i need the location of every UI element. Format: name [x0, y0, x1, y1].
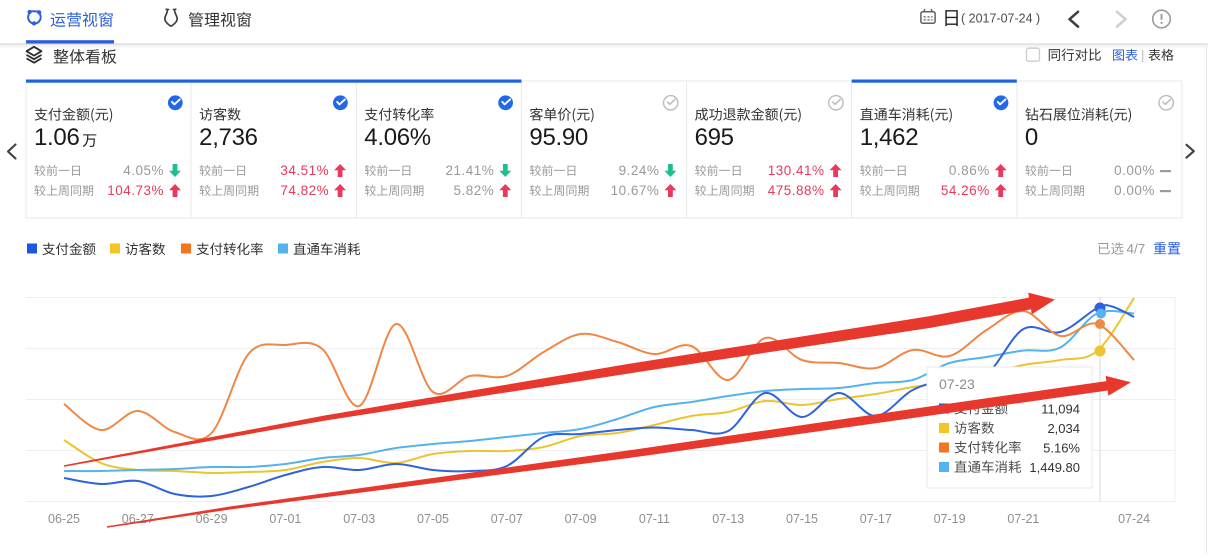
svg-text:07-24: 07-24 [1118, 512, 1150, 526]
svg-text:34.51%: 34.51% [280, 163, 329, 178]
svg-text:07-11: 07-11 [639, 512, 670, 526]
svg-text:06-29: 06-29 [196, 512, 228, 526]
svg-text:07-01: 07-01 [269, 512, 301, 526]
svg-text:74.82%: 74.82% [280, 183, 329, 198]
svg-text:104.73%: 104.73% [107, 183, 164, 198]
svg-text:2,034: 2,034 [1047, 421, 1080, 436]
svg-text:11,094: 11,094 [1041, 401, 1080, 416]
svg-text:|: | [1141, 48, 1144, 63]
svg-text:130.41%: 130.41% [768, 163, 825, 178]
svg-text:1.06: 1.06 [34, 124, 80, 151]
svg-text:07-07: 07-07 [491, 512, 523, 526]
svg-text:07-21: 07-21 [1007, 512, 1039, 526]
svg-text:54.26%: 54.26% [941, 183, 990, 198]
svg-text:07-03: 07-03 [343, 512, 375, 526]
svg-text:4.06%: 4.06% [364, 124, 431, 151]
svg-text:695: 695 [695, 124, 734, 151]
svg-text:07-15: 07-15 [786, 512, 818, 526]
svg-text:2,736: 2,736 [199, 124, 258, 151]
svg-text:07-19: 07-19 [934, 512, 966, 526]
svg-text:0.00%: 0.00% [1114, 183, 1155, 198]
svg-text:1,462: 1,462 [860, 124, 919, 151]
svg-text:07-05: 07-05 [417, 512, 449, 526]
svg-text:4.05%: 4.05% [123, 163, 164, 178]
svg-text:5.16%: 5.16% [1043, 440, 1080, 455]
svg-text:9.24%: 9.24% [619, 163, 660, 178]
svg-text:1,449.80: 1,449.80 [1029, 460, 1080, 475]
svg-text:0.00%: 0.00% [1114, 163, 1155, 178]
svg-text:06-25: 06-25 [48, 512, 80, 526]
svg-text:07-23: 07-23 [939, 376, 975, 392]
svg-text:4/7: 4/7 [1127, 242, 1146, 257]
svg-text:475.88%: 475.88% [768, 183, 825, 198]
svg-text:07-13: 07-13 [712, 512, 744, 526]
svg-text:0: 0 [1025, 124, 1038, 151]
svg-text:( 2017-07-24 ): ( 2017-07-24 ) [961, 11, 1040, 25]
svg-text:0.86%: 0.86% [949, 163, 990, 178]
svg-text:5.82%: 5.82% [454, 183, 495, 198]
svg-text:07-09: 07-09 [565, 512, 597, 526]
svg-text:07-17: 07-17 [860, 512, 892, 526]
svg-text:10.67%: 10.67% [611, 183, 660, 198]
svg-text:95.90: 95.90 [529, 124, 588, 151]
svg-text:21.41%: 21.41% [445, 163, 494, 178]
